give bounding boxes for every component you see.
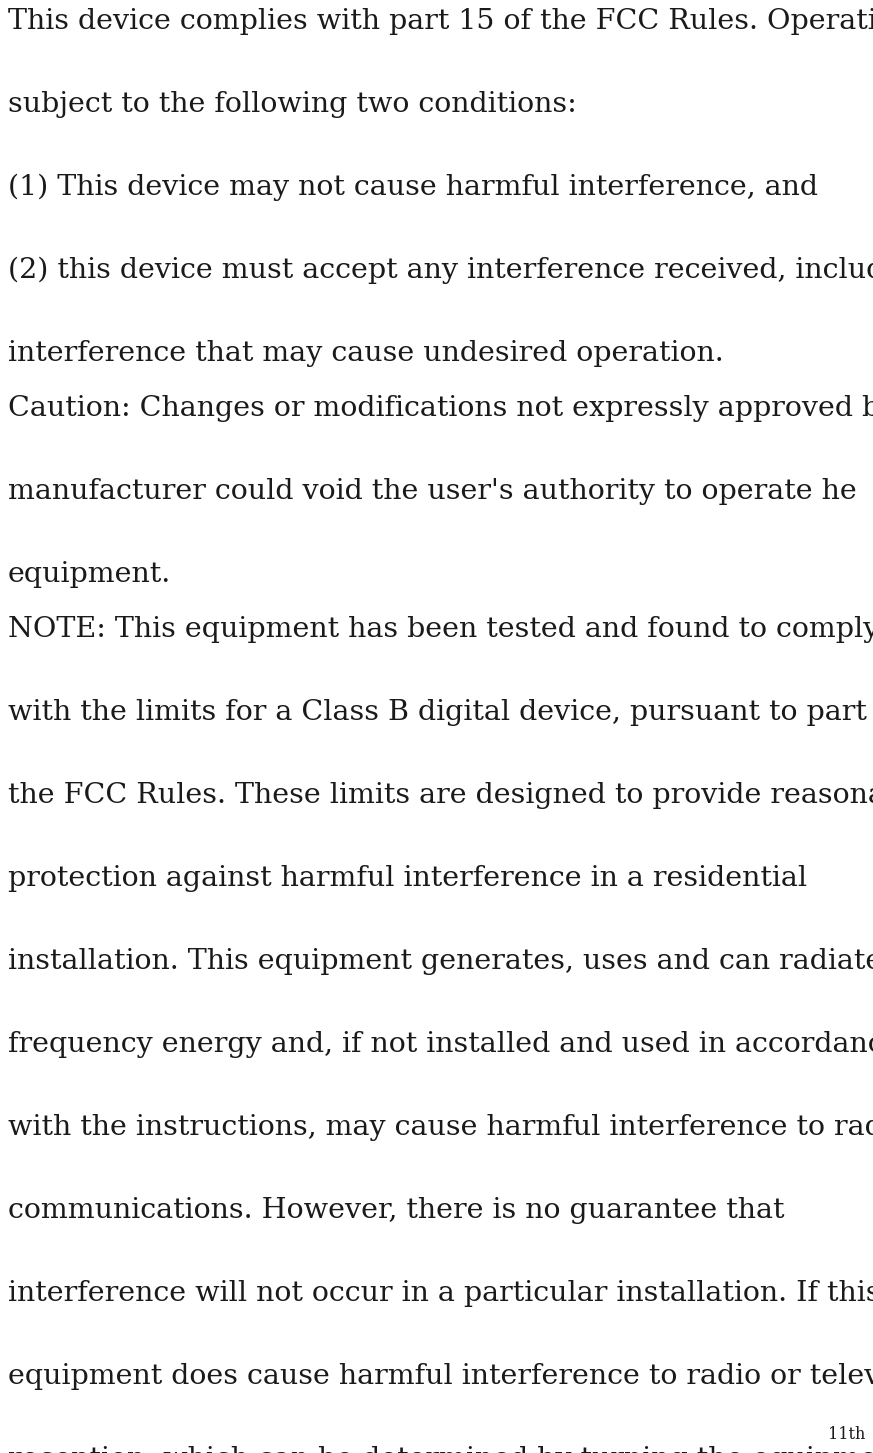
Text: with the limits for a Class B digital device, pursuant to part 15 of: with the limits for a Class B digital de… [8, 699, 873, 726]
Text: protection against harmful interference in a residential: protection against harmful interference … [8, 865, 808, 892]
Text: subject to the following two conditions:: subject to the following two conditions: [8, 92, 577, 118]
Text: the FCC Rules. These limits are designed to provide reasonable: the FCC Rules. These limits are designed… [8, 782, 873, 809]
Text: (2) this device must accept any interference received, including: (2) this device must accept any interfer… [8, 257, 873, 285]
Text: This device complies with part 15 of the FCC Rules. Operation is: This device complies with part 15 of the… [8, 9, 873, 35]
Text: Caution: Changes or modifications not expressly approved by the: Caution: Changes or modifications not ex… [8, 395, 873, 421]
Text: (1) This device may not cause harmful interference, and: (1) This device may not cause harmful in… [8, 174, 818, 202]
Text: NOTE: This equipment has been tested and found to comply: NOTE: This equipment has been tested and… [8, 616, 873, 644]
Text: 11th: 11th [828, 1425, 865, 1443]
Text: reception, which can be determined by turning the equipment off: reception, which can be determined by tu… [8, 1446, 873, 1453]
Text: manufacturer could void the user's authority to operate he: manufacturer could void the user's autho… [8, 478, 856, 506]
Text: interference that may cause undesired operation.: interference that may cause undesired op… [8, 340, 724, 368]
Text: installation. This equipment generates, uses and can radiate radio: installation. This equipment generates, … [8, 947, 873, 975]
Text: interference will not occur in a particular installation. If this: interference will not occur in a particu… [8, 1280, 873, 1308]
Text: equipment does cause harmful interference to radio or television: equipment does cause harmful interferenc… [8, 1363, 873, 1391]
Text: frequency energy and, if not installed and used in accordance: frequency energy and, if not installed a… [8, 1032, 873, 1058]
Text: communications. However, there is no guarantee that: communications. However, there is no gua… [8, 1197, 785, 1223]
Text: equipment.: equipment. [8, 561, 171, 588]
Text: with the instructions, may cause harmful interference to radio: with the instructions, may cause harmful… [8, 1114, 873, 1141]
